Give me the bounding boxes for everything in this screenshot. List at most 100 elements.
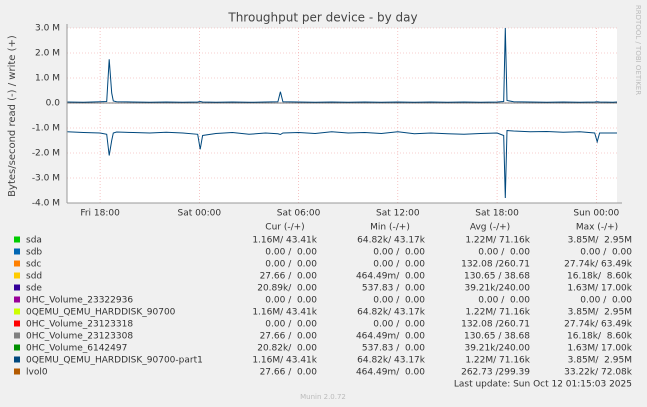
x-tick-label: Sat 12:00 <box>376 209 420 219</box>
legend-stat: 1.22M/ 71.16k <box>465 308 530 318</box>
legend-swatch <box>14 356 20 363</box>
legend-swatch <box>14 344 20 351</box>
legend-swatch <box>14 368 20 375</box>
legend-label: sdd <box>26 272 42 282</box>
legend-stat: 27.74k/ 63.49k <box>564 320 633 330</box>
y-tick-label: 2.0 M <box>35 49 60 59</box>
y-tick-label: -2.0 M <box>32 149 60 159</box>
legend-stat: 0.00 / 0.00 <box>265 296 317 306</box>
y-tick-label: -1.0 M <box>32 124 60 134</box>
legend-stat: 464.49m/ 0.00 <box>356 272 425 282</box>
column-header: Cur (-/+) <box>265 223 304 233</box>
plot-area <box>67 28 617 203</box>
legend-stat: 16.18k/ 8.60k <box>567 272 633 282</box>
legend-stat: 130.65 / 38.68 <box>464 332 530 342</box>
legend-label: 0QEMU_QEMU_HARDDISK_90700-part1 <box>26 356 203 366</box>
legend-stat: 0.00 / 0.00 <box>478 296 530 306</box>
x-tick-label: Sat 06:00 <box>277 209 321 219</box>
legend-stat: 27.66 / 0.00 <box>260 272 318 282</box>
y-axis-label: Bytes/second read (-) / write (+) <box>7 35 18 197</box>
legend-swatch <box>14 260 20 267</box>
chart-title: Throughput per device - by day <box>227 11 417 25</box>
legend-stat: 1.16M/ 43.41k <box>252 308 317 318</box>
line-write <box>66 27 618 103</box>
legend-stat: 0.00 / 0.00 <box>373 248 425 258</box>
legend-stat: 0.00 / 0.00 <box>265 320 317 330</box>
legend-stat: 0.00 / 0.00 <box>478 248 530 258</box>
legend-stat: 27.66 / 0.00 <box>260 332 318 342</box>
legend-stat: 1.63M/ 17.00k <box>567 284 632 294</box>
legend-stat: 39.21k/240.00 <box>464 284 530 294</box>
legend-swatch <box>14 284 20 291</box>
legend-label: sdc <box>26 260 41 270</box>
legend-stat: 33.22k/ 72.08k <box>564 368 633 378</box>
legend-stat: 0.00 / 0.00 <box>265 260 317 270</box>
legend-swatch <box>14 296 20 303</box>
legend-stat: 0.00 / 0.00 <box>373 320 425 330</box>
legend-stat: 64.82k/ 43.17k <box>357 356 426 366</box>
watermark: RRDTOOL / TOBI OETIKER <box>634 5 642 95</box>
y-tick-label: 1.0 M <box>35 74 60 84</box>
y-tick-label: -3.0 M <box>32 174 60 184</box>
legend-stat: 27.74k/ 63.49k <box>564 260 633 270</box>
x-tick-label: Sat 18:00 <box>475 209 519 219</box>
legend-swatch <box>14 308 20 315</box>
x-tick-label: Fri 18:00 <box>80 209 120 219</box>
legend-stat: 0.00 / 0.00 <box>580 296 632 306</box>
legend-label: 0QEMU_QEMU_HARDDISK_90700 <box>26 308 176 318</box>
last-update: Last update: Sun Oct 12 01:15:03 2025 <box>454 380 632 390</box>
legend-stat: 1.63M/ 17.00k <box>567 344 632 354</box>
legend-stat: 262.73 /299.39 <box>461 368 530 378</box>
legend-stat: 130.65 / 38.68 <box>464 272 530 282</box>
legend-label: sde <box>26 284 42 294</box>
legend-stat: 20.89k/ 0.00 <box>257 284 317 294</box>
footer: Munin 2.0.72 <box>300 393 346 401</box>
legend-stat: 1.22M/ 71.16k <box>465 236 530 246</box>
legend-stat: 132.08 /260.71 <box>461 260 530 270</box>
legend-stat: 0.00 / 0.00 <box>580 248 632 258</box>
legend-stat: 132.08 /260.71 <box>461 320 530 330</box>
legend-stat: 16.18k/ 8.60k <box>567 332 633 342</box>
legend-swatch <box>14 248 20 255</box>
line-read <box>66 129 617 199</box>
legend-swatch <box>14 272 20 279</box>
legend-stat: 464.49m/ 0.00 <box>356 332 425 342</box>
legend-stat: 1.16M/ 43.41k <box>252 356 317 366</box>
legend-stat: 3.85M/ 2.95M <box>568 236 632 246</box>
legend-label: 0HC_Volume_23123308 <box>26 332 133 342</box>
legend-stat: 0.00 / 0.00 <box>373 260 425 270</box>
legend-stat: 20.82k/ 0.00 <box>257 344 317 354</box>
legend-stat: 0.00 / 0.00 <box>265 248 317 258</box>
legend-stat: 39.21k/240.00 <box>464 344 530 354</box>
y-tick-label: 0.0 <box>46 99 61 109</box>
legend-stat: 0.00 / 0.00 <box>373 296 425 306</box>
x-tick-label: Sat 00:00 <box>178 209 222 219</box>
legend-stat: 3.85M/ 2.95M <box>568 308 632 318</box>
legend-stat: 1.22M/ 71.16k <box>465 356 530 366</box>
column-header: Max (-/+) <box>576 223 618 233</box>
legend-label: sda <box>26 236 42 246</box>
legend-stat: 537.83 / 0.00 <box>362 284 425 294</box>
y-tick-label: -4.0 M <box>32 199 60 209</box>
column-header: Min (-/+) <box>370 223 410 233</box>
legend-label: 0HC_Volume_23123318 <box>26 320 133 330</box>
legend-label: 0HC_Volume_23322936 <box>26 296 133 306</box>
legend-stat: 1.16M/ 43.41k <box>252 236 317 246</box>
legend-stat: 464.49m/ 0.00 <box>356 368 425 378</box>
legend-stat: 3.85M/ 2.95M <box>568 356 632 366</box>
legend-label: 0HC_Volume_6142497 <box>26 344 127 354</box>
legend-swatch <box>14 236 20 243</box>
legend-label: lvol0 <box>26 368 48 378</box>
x-tick-label: Sun 00:00 <box>573 209 619 219</box>
legend-label: sdb <box>26 248 42 258</box>
legend-stat: 64.82k/ 43.17k <box>357 236 426 246</box>
column-header: Avg (-/+) <box>470 223 510 233</box>
legend-stat: 537.83 / 0.00 <box>362 344 425 354</box>
legend-swatch <box>14 320 20 327</box>
legend-swatch <box>14 332 20 339</box>
legend-stat: 27.66 / 0.00 <box>260 368 318 378</box>
legend-stat: 64.82k/ 43.17k <box>357 308 426 318</box>
y-tick-label: 3.0 M <box>35 24 60 34</box>
